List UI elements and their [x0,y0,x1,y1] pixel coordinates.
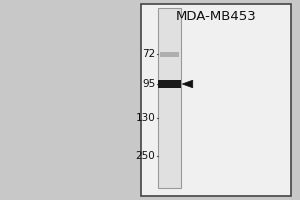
Text: 95: 95 [142,79,155,89]
FancyBboxPatch shape [158,80,181,88]
FancyBboxPatch shape [141,4,291,196]
Text: 250: 250 [136,151,155,161]
FancyBboxPatch shape [158,8,181,188]
Text: 130: 130 [136,113,155,123]
Text: 72: 72 [142,49,155,59]
Text: MDA-MB453: MDA-MB453 [176,10,256,23]
Polygon shape [182,80,193,88]
FancyBboxPatch shape [160,51,179,56]
